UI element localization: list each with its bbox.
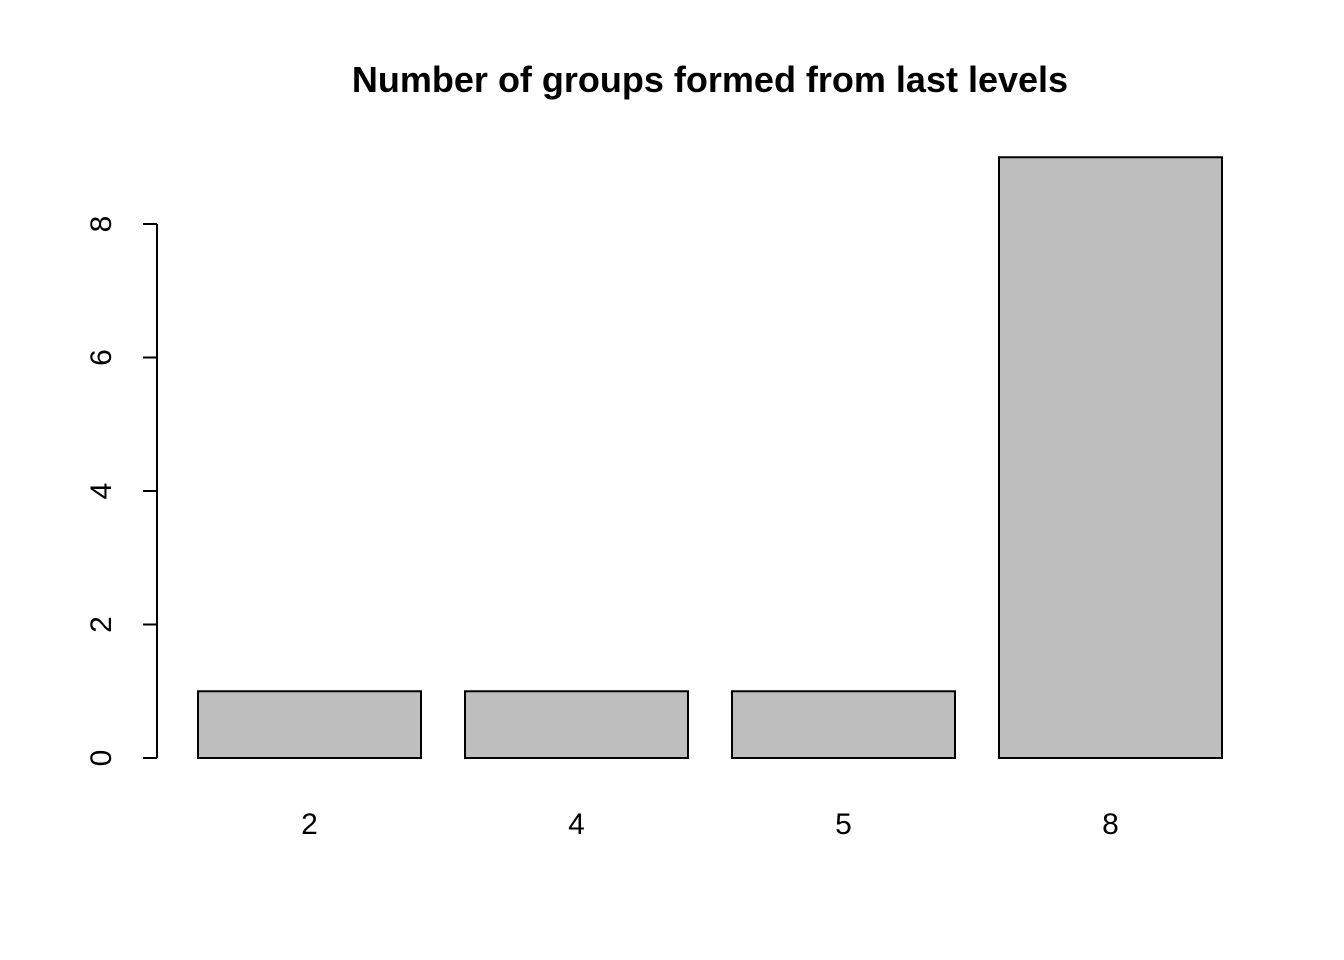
bar-5: [731, 690, 956, 759]
y-tick-label: 2: [85, 616, 118, 633]
chart-title: Number of groups formed from last levels: [352, 59, 1068, 100]
x-tick-label: 2: [301, 808, 318, 841]
bars-group: [197, 156, 1223, 759]
bar-4: [464, 690, 689, 759]
x-tick-label: 4: [568, 808, 585, 841]
y-tick-label: 8: [85, 216, 118, 233]
y-axis: 0 2 4 6 8: [85, 216, 158, 767]
x-tick-label: 8: [1102, 808, 1119, 841]
y-tick-label: 4: [85, 483, 118, 500]
x-axis-labels: 2 4 5 8: [301, 808, 1119, 841]
x-tick-label: 5: [835, 808, 852, 841]
y-tick-label: 0: [85, 750, 118, 767]
bar-2: [197, 690, 422, 759]
bar-8: [998, 156, 1223, 759]
y-tick-label: 6: [85, 349, 118, 366]
